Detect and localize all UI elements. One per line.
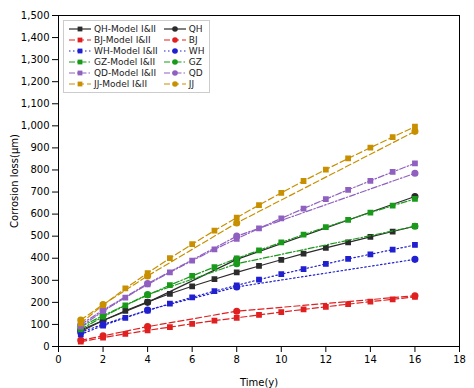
svg-text:6: 6 — [189, 354, 195, 365]
svg-text:8: 8 — [234, 354, 240, 365]
html-text:QD-Model I&II: QD-Model I&II — [94, 68, 157, 78]
html-text:JJ: JJ — [188, 79, 195, 89]
svg-text:0: 0 — [55, 354, 61, 365]
svg-text:2: 2 — [100, 354, 106, 365]
html-text:QH-Model I&II: QH-Model I&II — [94, 24, 156, 34]
svg-text:700: 700 — [30, 186, 49, 197]
html-text:WH: WH — [188, 46, 205, 56]
svg-text:1,300: 1,300 — [21, 54, 50, 65]
html-text:QH: QH — [188, 24, 203, 34]
svg-text:300: 300 — [30, 275, 49, 286]
svg-text:500: 500 — [30, 230, 49, 241]
svg-text:10: 10 — [275, 354, 288, 365]
svg-text:1,100: 1,100 — [21, 98, 50, 109]
html-text:GZ-Model I&II: GZ-Model I&II — [94, 57, 156, 67]
svg-text:Corrosion loss(μm): Corrosion loss(μm) — [9, 134, 20, 228]
html-text:GZ: GZ — [188, 57, 202, 67]
svg-text:12: 12 — [319, 354, 332, 365]
svg-text:1,400: 1,400 — [21, 32, 50, 43]
html-text:JJ-Model I&II: JJ-Model I&II — [94, 79, 148, 89]
svg-text:16: 16 — [409, 354, 422, 365]
svg-text:400: 400 — [30, 252, 49, 263]
svg-text:100: 100 — [30, 319, 49, 330]
html-text:QD: QD — [188, 68, 203, 78]
svg-text:1,200: 1,200 — [21, 76, 50, 87]
html-text:BJ-Model I&II: BJ-Model I&II — [94, 35, 151, 45]
svg-text:800: 800 — [30, 164, 49, 175]
svg-text:0: 0 — [43, 341, 49, 352]
html-text:WH-Model I&II: WH-Model I&II — [94, 46, 158, 56]
svg-text:Time(y): Time(y) — [239, 377, 278, 388]
svg-text:600: 600 — [30, 208, 49, 219]
svg-text:18: 18 — [453, 354, 466, 365]
svg-text:200: 200 — [30, 297, 49, 308]
html-text:BJ: BJ — [188, 35, 198, 45]
svg-text:1,500: 1,500 — [21, 10, 50, 21]
svg-text:1,000: 1,000 — [21, 120, 50, 131]
svg-text:14: 14 — [364, 354, 377, 365]
svg-text:4: 4 — [144, 354, 150, 365]
svg-text:900: 900 — [30, 142, 49, 153]
